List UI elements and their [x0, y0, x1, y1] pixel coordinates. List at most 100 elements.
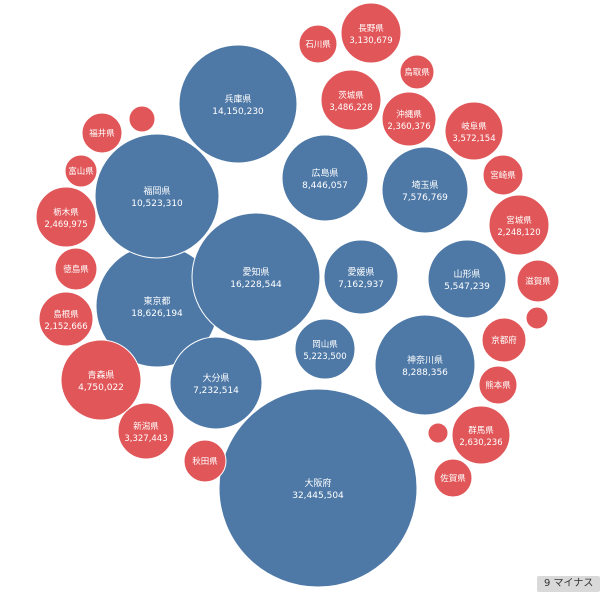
bubble-茨城県[interactable]: 茨城県 3,486,228: [320, 69, 382, 131]
bubble-長野県[interactable]: 長野県 3,130,679: [340, 2, 402, 64]
bubble-label: 大阪府: [304, 477, 331, 489]
bubble-circle[interactable]: [60, 339, 142, 421]
bubble-福井県[interactable]: 福井県: [81, 112, 123, 154]
bubble-circle[interactable]: [516, 259, 560, 303]
bubble-京都府[interactable]: 京都府: [481, 317, 527, 363]
bubble-秋田県[interactable]: 秋田県: [183, 439, 227, 483]
bubble-宮崎県[interactable]: 宮崎県: [482, 154, 524, 196]
bubble-circle[interactable]: [38, 291, 94, 347]
bubble-大阪府[interactable]: 大阪府 32,445,504: [218, 388, 418, 588]
bubble-value: 5,547,239: [444, 282, 490, 292]
bubble-label: 埼玉県: [411, 179, 438, 191]
bubble-circle[interactable]: [64, 154, 98, 188]
bubble-circle[interactable]: [94, 133, 220, 259]
bubble-富山県[interactable]: 富山県: [64, 154, 98, 188]
bubble-circle[interactable]: [381, 91, 437, 147]
bubble-value: 18,626,194: [131, 309, 183, 319]
bubble-value: 2,360,376: [387, 122, 430, 132]
bubble-徳島県[interactable]: 徳島県: [54, 247, 98, 291]
bubble-circle[interactable]: [478, 365, 518, 405]
bubble-circle[interactable]: [54, 247, 98, 291]
bubble-circle[interactable]: [427, 422, 449, 444]
minus-count-badge: 9 マイナス: [537, 576, 601, 592]
bubble-value: 3,572,154: [452, 134, 495, 144]
bubble-circle[interactable]: [427, 239, 507, 319]
bubble-大分県[interactable]: 大分県 7,232,514: [169, 336, 263, 430]
bubble-label: 新潟県: [133, 421, 159, 432]
bubble-滋賀県[interactable]: 滋賀県: [516, 259, 560, 303]
bubble-label: 福井県: [89, 128, 115, 139]
bubble-label: 佐賀県: [440, 473, 466, 484]
bubble-circle[interactable]: [399, 54, 435, 90]
bubble-label: 岐阜県: [461, 121, 487, 132]
bubble-label: 岡山県: [312, 339, 338, 350]
bubble-circle[interactable]: [525, 306, 549, 330]
bubble-circle[interactable]: [294, 318, 356, 380]
bubble-value: 5,223,500: [303, 352, 346, 362]
bubble-circle[interactable]: [117, 402, 175, 460]
bubble-circle[interactable]: [169, 336, 263, 430]
bubble-label: 熊本県: [485, 380, 511, 391]
bubble-栃木県[interactable]: 栃木県 2,469,975: [35, 186, 97, 248]
bubble-愛媛県[interactable]: 愛媛県 7,162,937: [323, 239, 399, 315]
bubble-circle[interactable]: [374, 314, 476, 416]
bubble-鳥取県[interactable]: 鳥取県: [399, 54, 435, 90]
bubble-群馬県[interactable]: 群馬県 2,630,236: [451, 405, 511, 465]
bubble-岡山県[interactable]: 岡山県 5,223,500: [294, 318, 356, 380]
bubble-宮城県[interactable]: 宮城県 2,248,120: [488, 194, 550, 256]
bubble-circle[interactable]: [81, 112, 123, 154]
bubble-島根県[interactable]: 島根県 2,152,666: [38, 291, 94, 347]
bubble-unlabeled-35[interactable]: [427, 422, 449, 444]
bubble-circle[interactable]: [191, 212, 321, 342]
bubble-unlabeled-34[interactable]: [525, 306, 549, 330]
bubble-label: 富山県: [68, 166, 94, 177]
bubble-value: 3,130,679: [349, 36, 392, 46]
bubble-value: 8,288,356: [402, 368, 448, 378]
bubble-label: 沖縄県: [396, 109, 422, 120]
bubble-value: 3,486,228: [329, 103, 372, 113]
bubble-岐阜県[interactable]: 岐阜県 3,572,154: [444, 101, 504, 161]
bubble-沖縄県[interactable]: 沖縄県 2,360,376: [381, 91, 437, 147]
bubble-label: 青森県: [87, 369, 114, 381]
bubble-label: 神奈川県: [407, 354, 443, 366]
bubble-山形県[interactable]: 山形県 5,547,239: [427, 239, 507, 319]
bubble-埼玉県[interactable]: 埼玉県 7,576,769: [381, 146, 469, 234]
bubble-circle[interactable]: [433, 458, 473, 498]
bubble-circle[interactable]: [320, 69, 382, 131]
bubble-unlabeled-33[interactable]: [128, 105, 156, 133]
bubble-label: 広島県: [311, 167, 338, 179]
bubble-label: 長野県: [358, 24, 384, 34]
bubble-新潟県[interactable]: 新潟県 3,327,443: [117, 402, 175, 460]
bubble-兵庫県[interactable]: 兵庫県 14,150,230: [178, 44, 298, 164]
bubble-circle[interactable]: [451, 405, 511, 465]
bubble-熊本県[interactable]: 熊本県: [478, 365, 518, 405]
bubble-circle[interactable]: [482, 154, 524, 196]
bubble-value: 10,523,310: [131, 199, 183, 209]
bubble-label: 島根県: [53, 309, 79, 320]
bubble-circle[interactable]: [281, 134, 369, 222]
bubble-circle[interactable]: [340, 2, 402, 64]
bubble-label: 秋田県: [192, 456, 218, 467]
bubble-circle[interactable]: [178, 44, 298, 164]
bubble-circle[interactable]: [488, 194, 550, 256]
bubble-広島県[interactable]: 広島県 8,446,057: [281, 134, 369, 222]
bubble-value: 3,327,443: [124, 434, 167, 444]
bubble-佐賀県[interactable]: 佐賀県: [433, 458, 473, 498]
bubble-circle[interactable]: [128, 105, 156, 133]
bubble-circle[interactable]: [183, 439, 227, 483]
bubble-circle[interactable]: [298, 24, 338, 64]
bubble-circle[interactable]: [35, 186, 97, 248]
bubble-label: 群馬県: [468, 425, 494, 436]
bubble-circle[interactable]: [381, 146, 469, 234]
bubble-青森県[interactable]: 青森県 4,750,022: [60, 339, 142, 421]
bubble-愛知県[interactable]: 愛知県 16,228,544: [191, 212, 321, 342]
bubble-circle[interactable]: [218, 388, 418, 588]
bubble-circle[interactable]: [444, 101, 504, 161]
bubble-circle[interactable]: [323, 239, 399, 315]
bubble-circle[interactable]: [481, 317, 527, 363]
bubble-神奈川県[interactable]: 神奈川県 8,288,356: [374, 314, 476, 416]
bubble-label: 茨城県: [338, 90, 364, 101]
bubble-石川県[interactable]: 石川県: [298, 24, 338, 64]
bubble-value: 7,162,937: [338, 280, 384, 290]
bubble-福岡県[interactable]: 福岡県 10,523,310: [94, 133, 220, 259]
